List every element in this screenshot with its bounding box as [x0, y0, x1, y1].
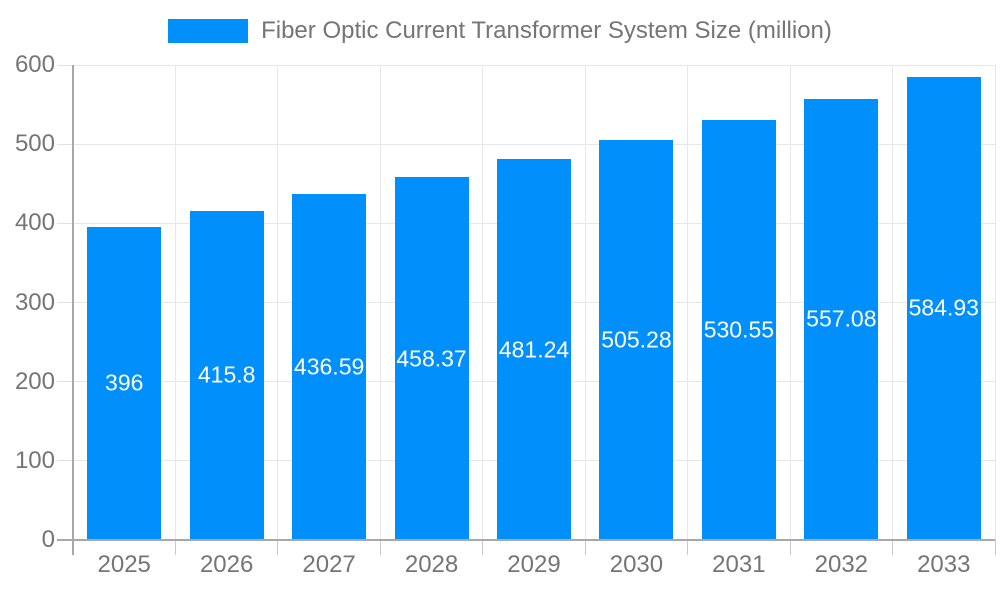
x-axis-category-label: 2030 [609, 551, 664, 578]
bar-value-label: 530.55 [703, 316, 775, 343]
bar-2026[interactable]: 415.8 [189, 210, 264, 540]
bar-2025[interactable]: 396 [87, 226, 162, 540]
x-axis-tick [687, 540, 689, 555]
bar-value-label: 415.8 [197, 361, 256, 388]
bar-value-label: 584.93 [908, 294, 979, 321]
bar-value-label: 436.59 [293, 353, 365, 380]
y-axis-line [72, 65, 74, 555]
gridline [277, 65, 279, 540]
x-axis-category-label: 2027 [302, 551, 356, 578]
bar-value-label: 396 [105, 369, 144, 396]
bar-2027[interactable]: 436.59 [292, 194, 367, 540]
x-axis-line [57, 539, 995, 541]
x-axis-category-label: 2031 [712, 551, 766, 578]
x-axis-tick [584, 540, 586, 555]
bar-value-label: 481.24 [498, 336, 570, 362]
gridline [994, 65, 996, 540]
gridline [584, 65, 586, 540]
gridline [73, 64, 995, 66]
x-axis-category-label: 2025 [97, 551, 151, 578]
gridline [482, 65, 484, 540]
y-axis-tick [57, 381, 73, 383]
bar-2028[interactable]: 458.37 [394, 177, 469, 540]
bar-value-label: 458.37 [396, 345, 467, 372]
bar-2030[interactable]: 505.28 [599, 139, 674, 540]
y-axis-tick [57, 222, 73, 224]
x-axis-tick [994, 540, 996, 555]
y-axis-tick-label: 600 [14, 51, 55, 78]
x-axis-tick [174, 540, 176, 555]
x-axis-tick [789, 540, 791, 555]
x-axis-category-label: 2026 [199, 551, 254, 578]
gridline [379, 65, 381, 540]
y-axis-tick-label: 0 [41, 526, 55, 553]
gridline [892, 65, 894, 540]
bar-2029[interactable]: 481.24 [497, 159, 571, 540]
y-axis-tick-label: 200 [14, 367, 55, 395]
x-axis-tick [277, 540, 279, 555]
y-axis-tick [57, 143, 73, 145]
y-axis-tick-label: 500 [14, 130, 55, 158]
x-axis-tick [379, 540, 381, 555]
legend-swatch [168, 19, 249, 43]
legend-label: Fiber Optic Current Transformer System S… [261, 17, 832, 44]
gridline [687, 65, 689, 540]
bar-value-label: 505.28 [601, 326, 672, 353]
y-axis-tick-label: 400 [14, 209, 55, 237]
x-axis-category-label: 2029 [507, 551, 561, 578]
gridline [73, 143, 995, 145]
y-axis-tick-label: 100 [14, 446, 55, 474]
x-axis-category-label: 2033 [917, 551, 971, 578]
y-axis-tick [57, 64, 73, 66]
x-axis-tick [892, 540, 894, 555]
gridline [789, 65, 791, 540]
y-axis-tick-label: 300 [14, 288, 55, 316]
bar-2031[interactable]: 530.55 [701, 119, 776, 540]
x-axis-tick [482, 540, 484, 555]
legend[interactable]: Fiber Optic Current Transformer System S… [0, 19, 1000, 43]
x-axis-category-label: 2032 [814, 551, 869, 578]
bar-2033[interactable]: 584.93 [906, 76, 981, 540]
x-axis-category-label: 2028 [404, 551, 459, 578]
bar-value-label: 557.08 [806, 305, 877, 332]
y-axis-tick [57, 460, 73, 462]
gridline [174, 65, 176, 540]
y-axis-tick [57, 302, 73, 303]
bar-2032[interactable]: 557.08 [804, 98, 879, 540]
